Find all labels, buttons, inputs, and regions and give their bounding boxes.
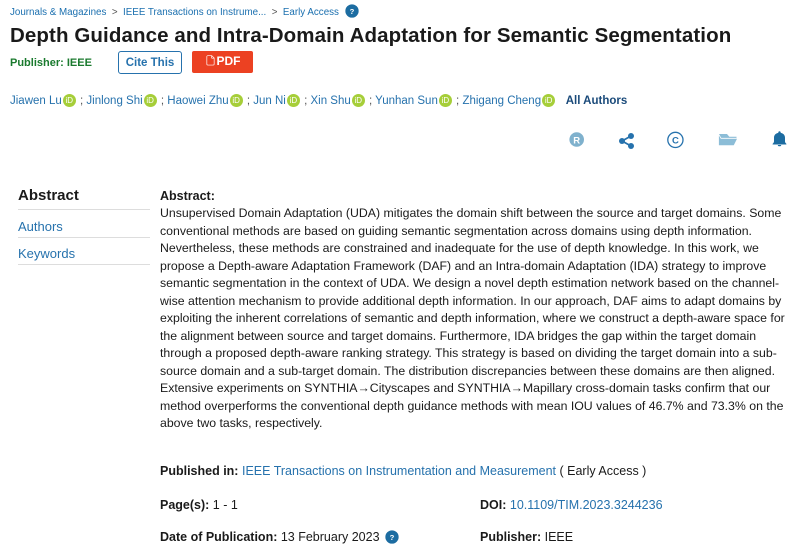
svg-text:R: R [573,135,580,146]
svg-text:?: ? [390,533,395,542]
svg-text:A: A [208,59,211,63]
svg-text:C: C [672,136,679,147]
svg-text:?: ? [349,7,354,16]
